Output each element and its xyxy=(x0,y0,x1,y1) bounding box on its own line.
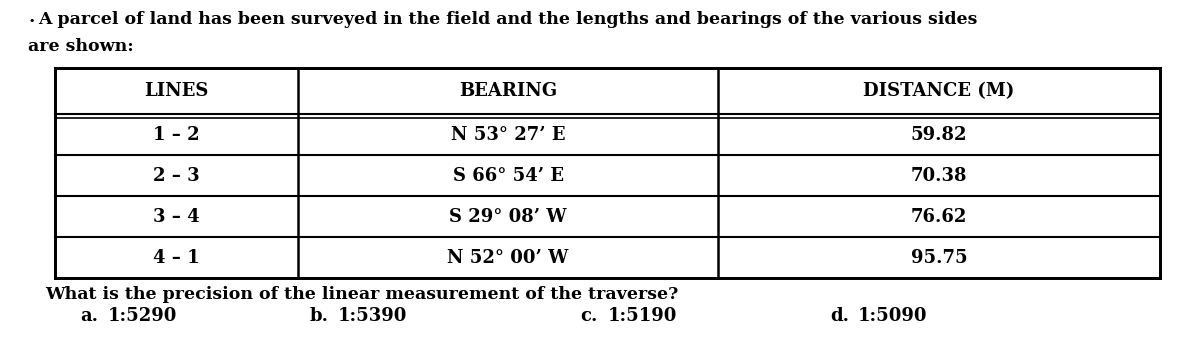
Text: 76.62: 76.62 xyxy=(911,207,967,226)
Text: 1:5390: 1:5390 xyxy=(338,307,407,325)
Text: ·: · xyxy=(28,13,35,31)
Text: 1:5090: 1:5090 xyxy=(858,307,928,325)
Text: 1:5190: 1:5190 xyxy=(608,307,677,325)
Text: 1:5290: 1:5290 xyxy=(108,307,178,325)
Text: 59.82: 59.82 xyxy=(911,126,967,144)
Text: 95.75: 95.75 xyxy=(911,249,967,266)
Text: b.: b. xyxy=(310,307,329,325)
Text: N 52° 00’ W: N 52° 00’ W xyxy=(448,249,569,266)
Text: 70.38: 70.38 xyxy=(911,167,967,185)
Text: What is the precision of the linear measurement of the traverse?: What is the precision of the linear meas… xyxy=(46,286,678,303)
Text: S 29° 08’ W: S 29° 08’ W xyxy=(449,207,566,226)
Text: 3 – 4: 3 – 4 xyxy=(154,207,200,226)
Bar xyxy=(55,68,1160,278)
Text: d.: d. xyxy=(830,307,850,325)
Text: LINES: LINES xyxy=(144,82,209,100)
Text: 4 – 1: 4 – 1 xyxy=(154,249,200,266)
Text: N 53° 27’ E: N 53° 27’ E xyxy=(451,126,565,144)
Text: A parcel of land has been surveyed in the field and the lengths and bearings of : A parcel of land has been surveyed in th… xyxy=(38,11,977,28)
Text: 1 – 2: 1 – 2 xyxy=(154,126,200,144)
Text: DISTANCE (M): DISTANCE (M) xyxy=(863,82,1015,100)
Text: c.: c. xyxy=(580,307,598,325)
Text: S 66° 54’ E: S 66° 54’ E xyxy=(452,167,564,185)
Text: 2 – 3: 2 – 3 xyxy=(154,167,200,185)
Text: a.: a. xyxy=(80,307,98,325)
Text: are shown:: are shown: xyxy=(28,38,133,55)
Text: BEARING: BEARING xyxy=(458,82,557,100)
